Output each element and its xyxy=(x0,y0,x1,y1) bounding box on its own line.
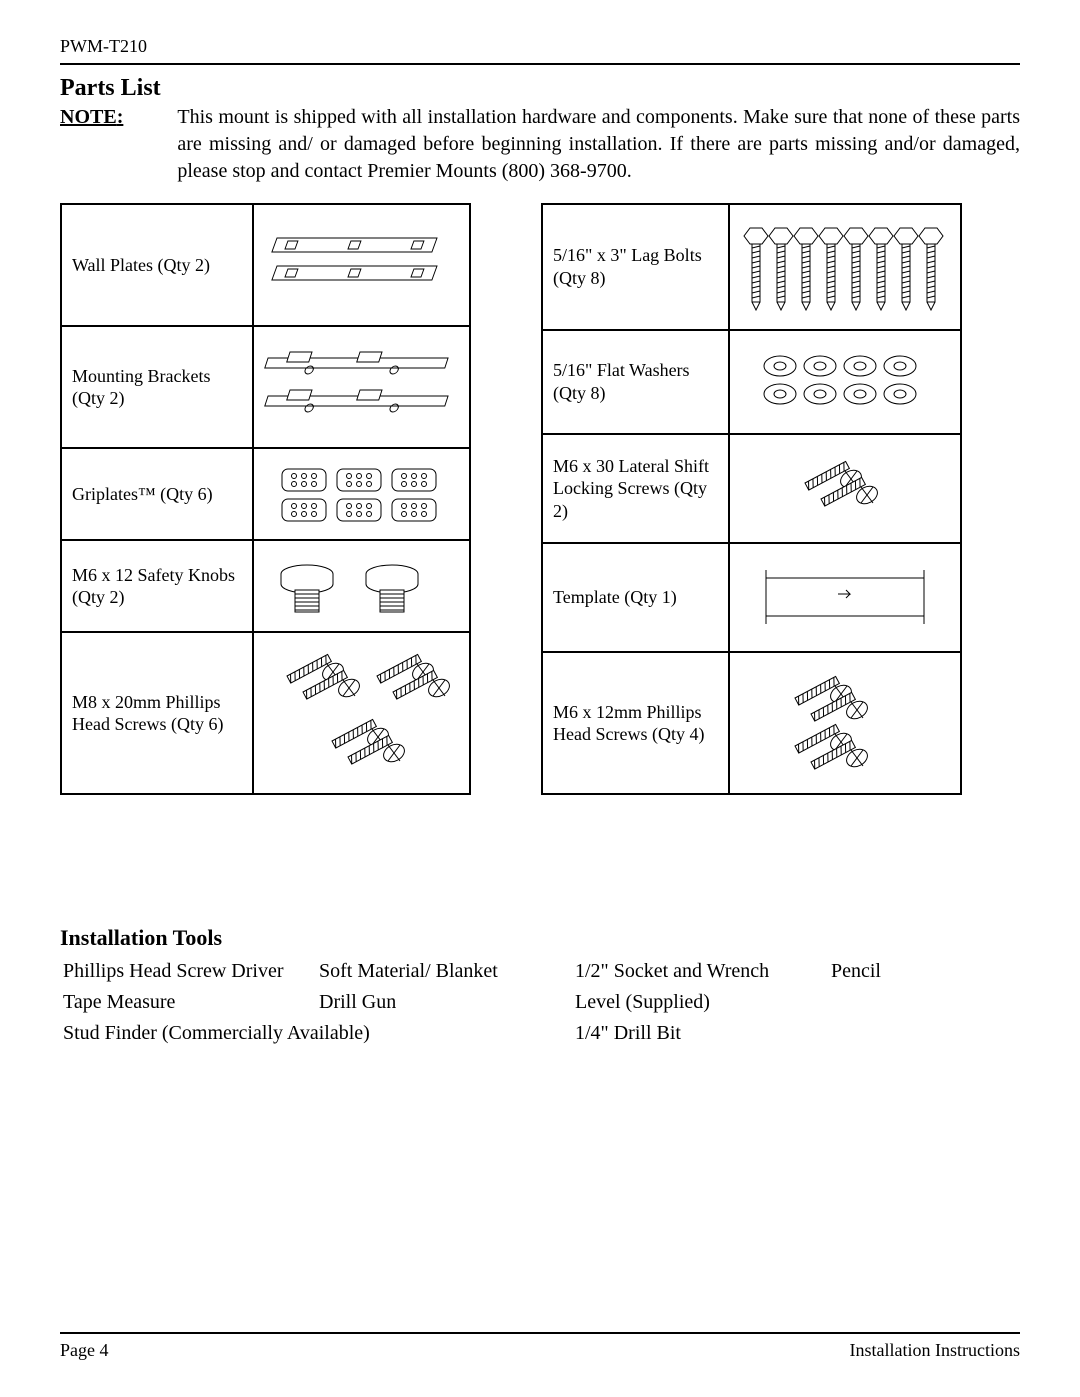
wall-plates-icon xyxy=(267,220,457,310)
part-label: Griplates™ (Qty 6) xyxy=(61,448,253,540)
screws-icon xyxy=(765,668,925,778)
part-image xyxy=(729,330,961,434)
tool-item: Stud Finder (Commercially Available) xyxy=(62,1019,572,1048)
brackets-icon xyxy=(264,340,459,435)
part-label: Mounting Brackets (Qty 2) xyxy=(61,326,253,448)
part-image xyxy=(253,204,470,326)
part-image xyxy=(729,204,961,330)
template-icon xyxy=(758,570,933,625)
part-image xyxy=(729,434,961,543)
footer-page: Page 4 xyxy=(60,1340,109,1361)
note-row: NOTE: This mount is shipped with all ins… xyxy=(60,104,1020,185)
part-label: Template (Qty 1) xyxy=(542,543,729,652)
note-label: NOTE: xyxy=(60,104,123,185)
part-label: Wall Plates (Qty 2) xyxy=(61,204,253,326)
tools-section: Installation Tools Phillips Head Screw D… xyxy=(60,925,1020,1050)
table-row: Template (Qty 1) xyxy=(542,543,961,652)
tool-item: Pencil xyxy=(830,957,959,986)
table-row: 5/16" Flat Washers (Qty 8) xyxy=(542,330,961,434)
parts-tables: Wall Plates (Qty 2) Mounting Brackets (Q… xyxy=(60,203,1020,795)
model-code: PWM-T210 xyxy=(60,36,1020,57)
footer-doc-title: Installation Instructions xyxy=(850,1340,1020,1361)
knobs-icon xyxy=(264,556,459,616)
tool-item xyxy=(830,988,959,1017)
part-image xyxy=(253,326,470,448)
top-rule xyxy=(60,63,1020,65)
table-row: 5/16" x 3" Lag Bolts (Qty 8) xyxy=(542,204,961,330)
part-label: M6 x 12 Safety Knobs (Qty 2) xyxy=(61,540,253,632)
part-label: 5/16" Flat Washers (Qty 8) xyxy=(542,330,729,434)
tool-item: 1/4" Drill Bit xyxy=(574,1019,828,1048)
tool-item: Tape Measure xyxy=(62,988,316,1017)
part-label: M6 x 12mm Phillips Head Screws (Qty 4) xyxy=(542,652,729,794)
table-row: Mounting Brackets (Qty 2) xyxy=(61,326,470,448)
screws-icon xyxy=(267,646,457,781)
footer-rule xyxy=(60,1332,1020,1334)
lockscrews-icon xyxy=(760,453,930,523)
tool-item xyxy=(830,1019,959,1048)
part-label: M6 x 30 Lateral Shift Locking Screws (Qt… xyxy=(542,434,729,543)
part-label: M8 x 20mm Phillips Head Screws (Qty 6) xyxy=(61,632,253,794)
tool-item: Phillips Head Screw Driver xyxy=(62,957,316,986)
tool-item: Soft Material/ Blanket xyxy=(318,957,572,986)
part-image xyxy=(729,543,961,652)
tool-item: Drill Gun xyxy=(318,988,572,1017)
tools-grid: Phillips Head Screw DriverSoft Material/… xyxy=(60,955,961,1050)
table-row: M6 x 12 Safety Knobs (Qty 2) xyxy=(61,540,470,632)
part-image xyxy=(253,448,470,540)
page: PWM-T210 Parts List NOTE: This mount is … xyxy=(0,0,1080,1397)
part-label: 5/16" x 3" Lag Bolts (Qty 8) xyxy=(542,204,729,330)
table-row: Wall Plates (Qty 2) xyxy=(61,204,470,326)
part-image xyxy=(253,632,470,794)
washers-icon xyxy=(758,352,933,412)
note-text: This mount is shipped with all installat… xyxy=(177,104,1020,185)
griplates-icon xyxy=(272,463,452,525)
table-row: M6 x 12mm Phillips Head Screws (Qty 4) xyxy=(542,652,961,794)
part-image xyxy=(729,652,961,794)
tools-heading: Installation Tools xyxy=(60,925,1020,951)
footer: Page 4 Installation Instructions xyxy=(60,1326,1020,1361)
table-row: M6 x 30 Lateral Shift Locking Screws (Qt… xyxy=(542,434,961,543)
tool-item: Level (Supplied) xyxy=(574,988,828,1017)
part-image xyxy=(253,540,470,632)
table-row: M8 x 20mm Phillips Head Screws (Qty 6) xyxy=(61,632,470,794)
parts-list-heading: Parts List xyxy=(60,75,1020,102)
right-parts-table: 5/16" x 3" Lag Bolts (Qty 8) xyxy=(541,203,962,795)
table-row: Griplates™ (Qty 6) xyxy=(61,448,470,540)
left-parts-table: Wall Plates (Qty 2) Mounting Brackets (Q… xyxy=(60,203,471,795)
lagbolts-icon xyxy=(740,223,950,311)
tool-item: 1/2" Socket and Wrench xyxy=(574,957,828,986)
